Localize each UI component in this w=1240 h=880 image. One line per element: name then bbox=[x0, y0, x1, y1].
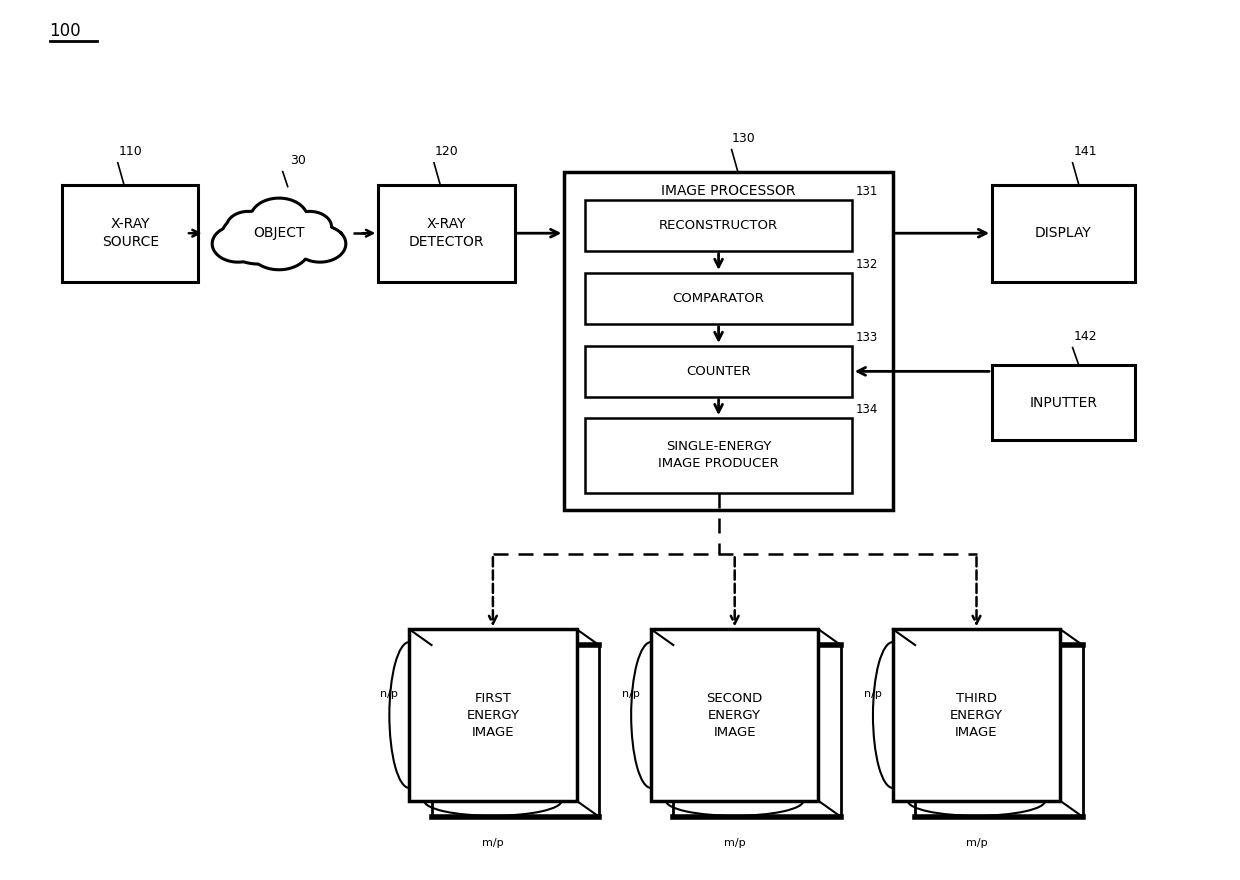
Bar bbox=[992, 365, 1135, 440]
Text: COUNTER: COUNTER bbox=[686, 365, 751, 378]
Text: 131: 131 bbox=[856, 185, 878, 198]
Text: 110: 110 bbox=[118, 145, 143, 158]
Text: SECOND
ENERGY
IMAGE: SECOND ENERGY IMAGE bbox=[707, 692, 763, 738]
Text: n/p: n/p bbox=[622, 689, 640, 700]
Text: DISPLAY: DISPLAY bbox=[1035, 226, 1091, 240]
Text: IMAGE PROCESSOR: IMAGE PROCESSOR bbox=[661, 184, 796, 198]
Text: X-RAY
DETECTOR: X-RAY DETECTOR bbox=[409, 217, 484, 249]
Bar bbox=[673, 645, 841, 817]
Text: THIRD
ENERGY
IMAGE: THIRD ENERGY IMAGE bbox=[950, 692, 1003, 738]
Text: FIRST
ENERGY
IMAGE: FIRST ENERGY IMAGE bbox=[466, 692, 520, 738]
Text: n/p: n/p bbox=[381, 689, 398, 700]
Text: m/p: m/p bbox=[966, 838, 987, 848]
Bar bbox=[432, 645, 599, 817]
Bar bbox=[564, 172, 893, 510]
Text: 132: 132 bbox=[856, 258, 878, 271]
Polygon shape bbox=[212, 198, 346, 270]
Text: 30: 30 bbox=[290, 154, 305, 167]
Bar bbox=[893, 629, 1060, 801]
Bar bbox=[651, 629, 818, 801]
Text: m/p: m/p bbox=[482, 838, 503, 848]
Bar bbox=[409, 629, 577, 801]
Text: 141: 141 bbox=[1073, 145, 1097, 158]
Bar bbox=[585, 346, 852, 397]
Text: 133: 133 bbox=[856, 331, 878, 344]
Text: SINGLE-ENERGY
IMAGE PRODUCER: SINGLE-ENERGY IMAGE PRODUCER bbox=[658, 440, 779, 471]
Text: 130: 130 bbox=[732, 132, 756, 145]
Bar bbox=[585, 273, 852, 324]
Text: RECONSTRUCTOR: RECONSTRUCTOR bbox=[658, 219, 779, 231]
Bar bbox=[378, 185, 515, 282]
Text: OBJECT: OBJECT bbox=[253, 226, 305, 240]
Bar bbox=[62, 185, 198, 282]
Text: 134: 134 bbox=[856, 403, 878, 416]
Text: INPUTTER: INPUTTER bbox=[1029, 396, 1097, 409]
Text: 142: 142 bbox=[1073, 330, 1097, 343]
Text: m/p: m/p bbox=[724, 838, 745, 848]
Bar bbox=[992, 185, 1135, 282]
Text: 120: 120 bbox=[434, 145, 459, 158]
Bar bbox=[915, 645, 1083, 817]
Bar bbox=[585, 418, 852, 493]
Text: COMPARATOR: COMPARATOR bbox=[672, 292, 765, 304]
Text: 100: 100 bbox=[50, 22, 82, 40]
Text: X-RAY
SOURCE: X-RAY SOURCE bbox=[102, 217, 159, 249]
Text: n/p: n/p bbox=[864, 689, 882, 700]
Bar bbox=[585, 200, 852, 251]
